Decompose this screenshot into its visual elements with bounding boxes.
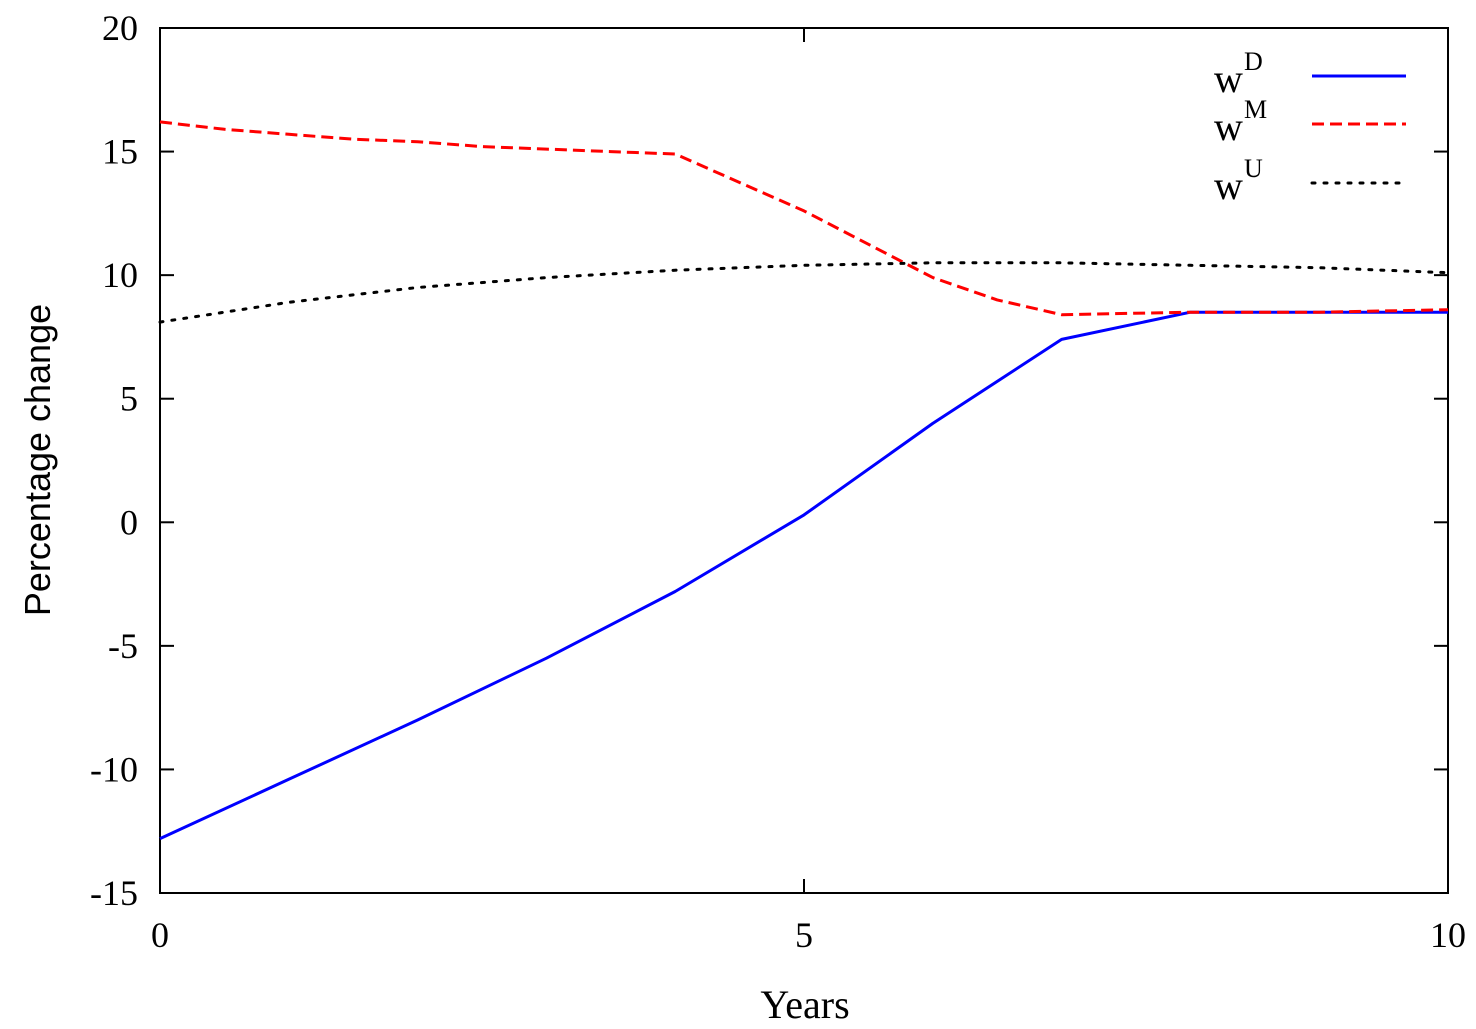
y-tick-label: -5 xyxy=(108,626,138,666)
series-line-D xyxy=(159,310,1448,840)
y-tick-label: -10 xyxy=(90,749,138,789)
legend-label-superscript: U xyxy=(1244,154,1263,183)
x-tick-label: 10 xyxy=(1430,915,1466,955)
legend-label-base: w xyxy=(1214,104,1243,149)
legend-label-superscript: D xyxy=(1244,47,1263,76)
y-axis-title: Percentage change xyxy=(17,304,58,616)
x-tick-label: 0 xyxy=(151,915,169,955)
legend: w Dw Mw U xyxy=(1214,47,1408,208)
y-tick-label: 5 xyxy=(120,379,138,419)
y-tick-label: 0 xyxy=(120,502,138,542)
legend-label-base: w xyxy=(1214,56,1243,101)
y-tick-label: 15 xyxy=(102,132,138,172)
legend-label-base: w xyxy=(1214,163,1243,208)
y-tick-label: -15 xyxy=(90,873,138,913)
axis-ticks xyxy=(159,27,1449,894)
series-line-M xyxy=(159,120,1449,317)
y-tick-label: 10 xyxy=(102,255,138,295)
x-tick-label: 5 xyxy=(795,915,813,955)
axis-tick-labels: -15 -10 -5 0 5 10 15 20 0 5 10 xyxy=(90,8,1466,955)
series-lines xyxy=(158,120,1450,840)
series-line-U xyxy=(158,261,1450,324)
legend-label-superscript: M xyxy=(1244,95,1267,124)
y-tick-label: 20 xyxy=(102,8,138,48)
x-axis-title: Years xyxy=(760,982,849,1027)
